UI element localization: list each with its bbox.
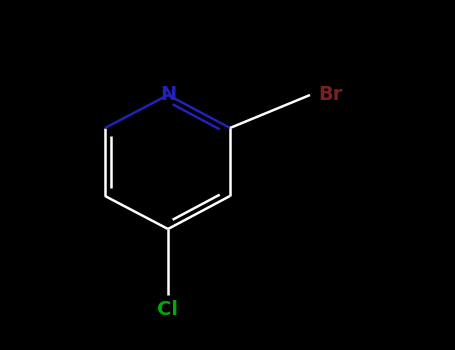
Text: Br: Br	[318, 85, 342, 105]
Text: Cl: Cl	[157, 300, 178, 319]
Text: N: N	[160, 85, 176, 105]
